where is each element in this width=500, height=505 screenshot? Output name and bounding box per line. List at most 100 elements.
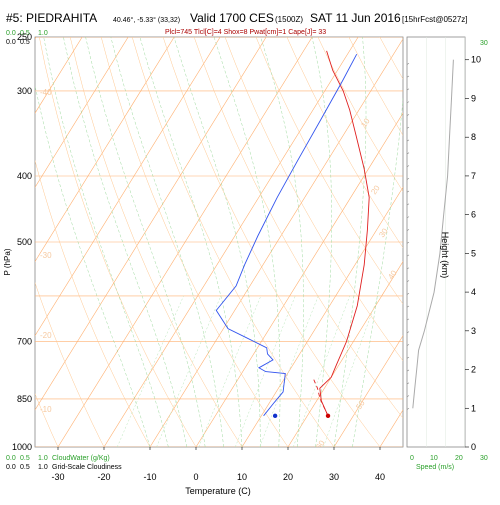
moist-adiabat [63,37,188,447]
mixing-ratio-line [323,295,379,447]
wind-barb [407,101,410,104]
dry-adiabat [131,37,335,447]
cloudiness-tick: 0.0 [6,464,16,471]
isotherm-line [149,38,403,447]
sounding-params: Plcl=745 Tlcl[C]=4 Shox=8 Pwat[cm]=1 Cap… [165,29,326,36]
pressure-tick-label: 1000 [12,442,32,452]
isotherm-label: -40 [40,88,52,97]
wind-barb [407,241,410,244]
parcel-line [312,377,329,416]
isotherm-label: -30 [40,251,52,260]
wind-barb [407,152,410,155]
wind-barb [407,75,410,78]
dry-adiabat [255,37,403,305]
moist-adiabat [35,84,151,447]
speed-tick: 30 [480,40,488,47]
speed-label: Speed (m/s) [416,464,454,471]
isotherm-label: -20 [40,331,52,340]
temperature-tick-label: -30 [51,472,64,482]
dry-adiabat [69,37,243,447]
pressure-tick-label: 250 [17,32,32,42]
wind-barb [407,254,410,257]
pressure-axis: 250 300 400 500 700 850 1000 [12,32,32,452]
dry-adiabat [193,37,403,419]
wind-barb [407,382,410,385]
height-tick-label: 10 [471,55,481,65]
valid-date: SAT 11 Jun 2016 [310,11,401,25]
temperature-tick-label: 20 [283,472,293,482]
thermo-background [35,37,403,447]
moist-adiabat [139,37,243,447]
temperature-line [319,50,370,416]
wind-profile-panel [407,37,465,447]
wind-barb [407,305,410,308]
dewpoint-surface-marker [272,413,278,419]
station-coords: 40.46°, -5.33° (33,32) [113,16,180,24]
wind-barb [407,267,410,270]
temperature-surface-marker [325,413,331,419]
speed-tick: 20 [455,455,463,462]
wind-barb [407,114,410,116]
moist-adiabat [173,37,261,447]
y2-axis-label: Height (km) [440,232,450,279]
dewpoint-line [215,53,358,417]
moist-adiabat [43,37,169,447]
wind-barb [407,408,410,410]
dry-adiabat [286,37,403,249]
height-tick-label: 0 [471,442,476,452]
moist-adiabat [85,37,206,447]
wind-barb [407,356,410,359]
temperature-tick-label: -10 [143,472,156,482]
isotherm-line [35,37,175,263]
mixing-ratio-line [259,295,319,447]
dry-adiabat [35,281,105,447]
isotherm-line [35,37,83,114]
mixing-ratio-line [293,295,351,447]
wind-barb [407,318,410,321]
temperature-tick-label: -20 [97,472,110,482]
cloudiness-tick: 1.0 [38,464,48,471]
cloudiness-label: Grid-Scale Cloudiness [52,464,122,471]
cloudwater-tick: 0.5 [20,455,30,462]
cloudwater-tick: 1.0 [38,30,48,37]
cloudiness-tick: 0.5 [20,39,30,46]
wind-barb [407,62,410,65]
dry-adiabat [35,393,59,447]
moist-adiabat [311,37,332,447]
height-tick-label: 6 [471,210,476,220]
pressure-tick-label: 500 [17,237,32,247]
dry-adiabat [224,37,403,362]
wind-barb [407,395,410,398]
mixing-ratio-line [198,295,262,447]
mixing-ratio-line [116,295,184,447]
wind-barb [407,331,410,334]
forecast-tag: [15hrFcst@0527z] [402,15,467,24]
height-tick-label: 5 [471,248,476,258]
height-tick-label: 2 [471,365,476,375]
wind-barb [407,203,410,206]
temperature-tick-label: 30 [329,472,339,482]
isotherm-line [195,112,403,447]
speed-tick: 30 [480,455,488,462]
wind-barb [407,139,410,142]
dry-adiabat [100,37,289,447]
dry-adiabat-label: 60 [314,438,327,451]
dry-adiabat [39,37,197,447]
pressure-tick-label: 400 [17,171,32,181]
wind-barb [407,280,410,283]
temperature-tick-label: 40 [375,472,385,482]
wind-barb [407,344,410,346]
wind-speed-line [412,59,454,409]
pressure-tick-label: 700 [17,337,32,347]
moist-adiabat [260,37,304,447]
cloudwater-tick: 1.0 [38,455,48,462]
moist-adiabat [352,96,403,447]
wind-barb [407,177,410,180]
wind-barb [407,126,410,129]
wind-barb [407,293,410,295]
isotherm-line [103,37,359,447]
cloudiness-tick: 0.0 [6,39,16,46]
x-axis-label: Temperature (C) [185,486,251,496]
